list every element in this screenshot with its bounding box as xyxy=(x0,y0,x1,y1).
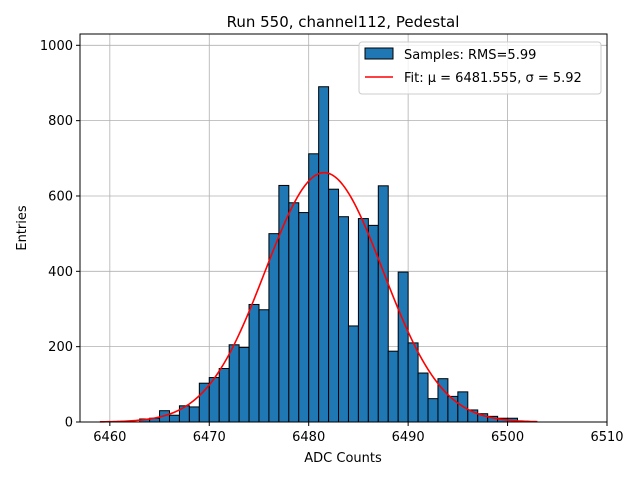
x-tick-label: 6510 xyxy=(590,430,623,445)
histogram-bar xyxy=(168,414,180,423)
histogram-bar xyxy=(328,188,340,423)
x-axis: 6460 6470 6480 6490 6500 6510 xyxy=(93,422,624,445)
legend-samples-label: Samples: RMS=5.99 xyxy=(404,48,536,63)
y-tick-label: 800 xyxy=(48,114,73,129)
legend-samples-swatch xyxy=(364,47,394,60)
histogram-bar xyxy=(397,271,409,423)
x-axis-label: ADC Counts xyxy=(304,451,382,466)
histogram-bar xyxy=(218,368,230,423)
chart-title: Run 550, channel112, Pedestal xyxy=(227,13,460,31)
histogram-bar xyxy=(377,185,389,423)
y-axis: 0 200 400 600 800 1000 xyxy=(40,39,80,431)
histogram-bar xyxy=(198,382,210,423)
x-tick-label: 6460 xyxy=(93,430,126,445)
histogram-bar xyxy=(387,350,399,423)
histogram-bar xyxy=(268,233,280,423)
x-tick-label: 6500 xyxy=(491,430,524,445)
histogram-bar xyxy=(258,309,270,423)
histogram-bar xyxy=(357,218,369,423)
legend-fit-label: Fit: μ = 6481.555, σ = 5.92 xyxy=(404,71,582,86)
histogram-bar xyxy=(347,325,359,423)
histogram-bar xyxy=(308,153,320,423)
histogram-bar xyxy=(248,303,260,423)
plot-frame xyxy=(79,33,608,423)
y-tick-label: 200 xyxy=(48,340,73,355)
fit-curve xyxy=(99,171,538,423)
y-tick-label: 600 xyxy=(48,189,73,204)
histogram-bar xyxy=(447,395,459,423)
histogram-bar xyxy=(427,398,439,423)
histogram-bar xyxy=(298,212,310,423)
y-axis-label: Entries xyxy=(15,205,30,251)
histogram-bar xyxy=(188,406,200,423)
histogram-bar xyxy=(417,372,429,423)
histogram-bar xyxy=(228,344,240,423)
x-tick-label: 6480 xyxy=(292,430,325,445)
fit-curve-layer xyxy=(99,171,538,423)
y-tick-label: 1000 xyxy=(40,39,73,54)
histogram-bar xyxy=(288,202,300,423)
histogram-bar xyxy=(278,184,290,423)
histogram-bar xyxy=(238,346,250,423)
x-tick-label: 6470 xyxy=(193,430,226,445)
legend: Samples: RMS=5.99 Fit: μ = 6481.555, σ =… xyxy=(358,41,602,95)
y-tick-label: 400 xyxy=(48,265,73,280)
legend-box xyxy=(358,41,602,95)
histogram-bar xyxy=(338,216,349,423)
histogram-bar xyxy=(407,342,419,423)
y-tick-label: 0 xyxy=(65,416,73,431)
histogram-bar xyxy=(318,86,330,423)
x-tick-label: 6490 xyxy=(392,430,425,445)
histogram-bars xyxy=(139,86,528,423)
